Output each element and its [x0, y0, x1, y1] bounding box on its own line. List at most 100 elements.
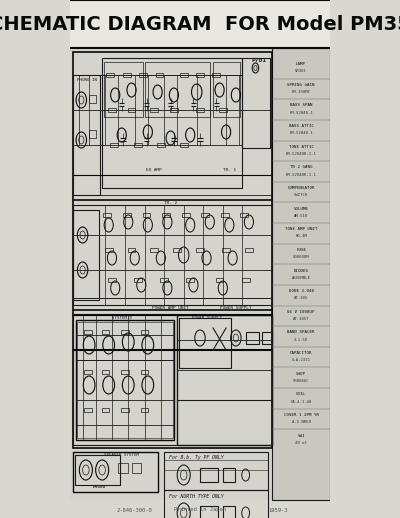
Bar [108, 278, 116, 282]
Text: For B.b. Ty PF ONLY: For B.b. Ty PF ONLY [170, 455, 224, 461]
Text: AT-105T: AT-105T [293, 317, 310, 321]
Bar [272, 48, 330, 500]
Bar [200, 506, 218, 518]
Bar [221, 213, 229, 217]
Bar [84, 330, 92, 334]
Bar [73, 205, 272, 305]
Text: EQ AMP: EQ AMP [146, 168, 162, 172]
Bar [150, 108, 158, 112]
Bar [118, 463, 128, 473]
Bar [102, 408, 109, 412]
Bar [222, 248, 230, 252]
Text: SYSTEM D: SYSTEM D [112, 316, 132, 320]
Text: BASS ATTIC: BASS ATTIC [288, 124, 314, 128]
Text: COIL: COIL [296, 392, 306, 396]
Bar [73, 452, 158, 492]
Text: POWER SUPPLY: POWER SUPPLY [220, 306, 252, 310]
Text: BASS SPAN: BASS SPAN [290, 104, 312, 107]
Bar [121, 330, 129, 334]
Bar [102, 330, 109, 334]
Text: SWI: SWI [297, 434, 305, 438]
Text: 2-846-300-0: 2-846-300-0 [117, 508, 153, 512]
Text: PM-52040-1: PM-52040-1 [289, 131, 313, 135]
Bar [162, 213, 170, 217]
Text: SPRING GAIN: SPRING GAIN [287, 83, 315, 87]
Bar [102, 58, 242, 188]
Bar [180, 143, 188, 147]
Text: AM-510: AM-510 [294, 214, 308, 218]
Bar [73, 52, 272, 448]
Text: P701: P701 [252, 58, 266, 63]
Bar [73, 315, 272, 445]
Bar [141, 330, 148, 334]
Text: PM-52040R-1-1: PM-52040R-1-1 [286, 152, 316, 156]
Text: VR301: VR301 [295, 69, 307, 74]
Text: TONE ATTIC: TONE ATTIC [288, 145, 314, 149]
Bar [84, 408, 92, 412]
Bar [242, 278, 250, 282]
Bar [108, 108, 116, 112]
Bar [70, 0, 330, 48]
Text: BAND SPACER: BAND SPACER [287, 330, 315, 335]
Bar [73, 75, 100, 195]
Text: 1959-3: 1959-3 [268, 508, 288, 512]
Bar [141, 408, 148, 412]
Text: AT-105: AT-105 [294, 296, 308, 300]
Bar [180, 73, 188, 77]
Text: G.A-2321: G.A-2321 [292, 358, 310, 362]
Bar [173, 248, 181, 252]
Bar [144, 62, 210, 117]
Text: VOLUME: VOLUME [294, 207, 308, 211]
Bar [132, 463, 141, 473]
Bar [104, 62, 143, 117]
Bar [240, 213, 248, 217]
Bar [128, 248, 136, 252]
Text: TR. 2: TR. 2 [164, 201, 177, 205]
Bar [123, 73, 131, 77]
Text: 40 of: 40 of [295, 441, 307, 445]
Text: POWER SUPPLY: POWER SUPPLY [192, 316, 222, 320]
Bar [186, 278, 194, 282]
Text: TR 2 GANG: TR 2 GANG [290, 165, 312, 169]
Bar [212, 73, 220, 77]
Bar [89, 95, 96, 103]
Bar [246, 332, 259, 344]
Bar [134, 143, 142, 147]
Bar [121, 370, 129, 374]
Bar [200, 468, 218, 482]
Text: DODE 3-048: DODE 3-048 [288, 289, 314, 293]
Bar [177, 315, 272, 445]
Text: DIODES: DIODES [294, 268, 308, 272]
Bar [128, 108, 136, 112]
Bar [77, 322, 173, 438]
Text: FUSE: FUSE [296, 248, 306, 252]
Bar [134, 278, 142, 282]
Bar [223, 506, 234, 518]
Bar [213, 62, 240, 117]
Bar [73, 210, 99, 300]
Text: BG-4M: BG-4M [295, 235, 307, 238]
Text: ASSEMBLE: ASSEMBLE [292, 276, 310, 280]
Bar [76, 320, 174, 440]
Bar [104, 213, 111, 217]
Bar [164, 490, 268, 518]
Bar [245, 248, 253, 252]
Bar [150, 248, 158, 252]
Bar [105, 248, 113, 252]
Bar [196, 73, 204, 77]
Bar [164, 452, 268, 490]
Text: PM-150MY: PM-150MY [292, 90, 310, 94]
Text: SPEAKER SYSTEM: SPEAKER SYSTEM [104, 453, 139, 457]
Bar [89, 130, 96, 138]
Text: COVER 1 2PM YR: COVER 1 2PM YR [284, 413, 318, 417]
Bar [179, 318, 231, 368]
Bar [110, 143, 118, 147]
Text: 56 V 1000UF: 56 V 1000UF [287, 310, 315, 314]
Bar [262, 332, 272, 344]
Bar [170, 108, 178, 112]
Text: TONE AMP UNIT: TONE AMP UNIT [285, 227, 317, 231]
Text: TR. 1: TR. 1 [223, 168, 236, 172]
Text: COMPENSATOR: COMPENSATOR [287, 186, 315, 190]
Bar [102, 370, 109, 374]
Bar [70, 48, 272, 500]
